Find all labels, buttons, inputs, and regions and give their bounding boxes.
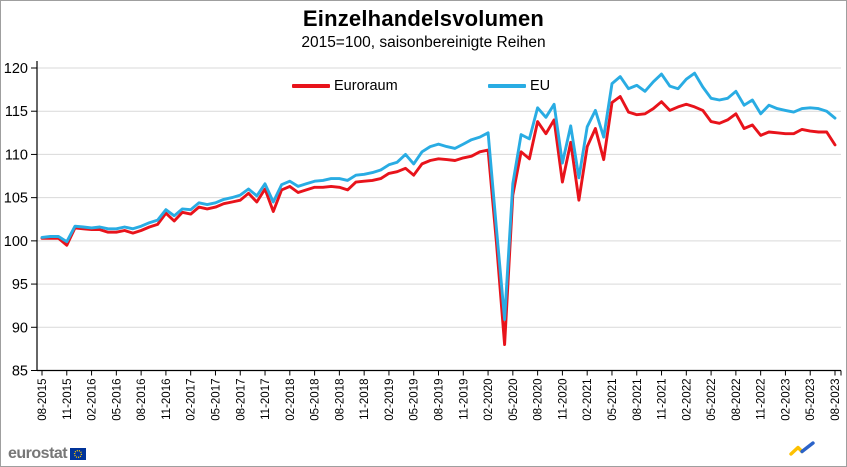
eu-flag-icon <box>70 448 87 460</box>
svg-text:02-2020: 02-2020 <box>483 379 495 421</box>
eurostat-wordmark: eurostat <box>8 445 68 462</box>
svg-text:02-2022: 02-2022 <box>681 379 693 421</box>
chart-title: Einzelhandelsvolumen <box>302 6 545 31</box>
svg-text:11-2017: 11-2017 <box>260 379 272 420</box>
svg-text:08-2020: 08-2020 <box>533 379 545 421</box>
svg-text:05-2021: 05-2021 <box>607 379 619 421</box>
svg-text:11-2021: 11-2021 <box>657 379 669 420</box>
svg-text:120: 120 <box>4 61 28 77</box>
svg-text:95: 95 <box>12 277 28 293</box>
svg-text:08-2022: 08-2022 <box>731 379 743 421</box>
svg-text:11-2022: 11-2022 <box>756 379 768 420</box>
svg-text:85: 85 <box>12 364 28 380</box>
svg-text:115: 115 <box>5 104 28 120</box>
svg-text:08-2015: 08-2015 <box>37 379 49 421</box>
svg-text:05-2020: 05-2020 <box>508 379 520 421</box>
svg-text:05-2018: 05-2018 <box>310 379 322 421</box>
svg-text:08-2016: 08-2016 <box>136 379 148 421</box>
svg-text:02-2019: 02-2019 <box>384 379 396 421</box>
svg-text:11-2016: 11-2016 <box>161 379 173 420</box>
svg-text:05-2019: 05-2019 <box>409 379 421 421</box>
svg-text:02-2018: 02-2018 <box>285 379 297 421</box>
svg-text:105: 105 <box>4 191 28 207</box>
svg-text:11-2020: 11-2020 <box>557 379 569 420</box>
svg-text:02-2016: 02-2016 <box>87 379 99 421</box>
svg-text:100: 100 <box>4 234 28 250</box>
svg-text:05-2017: 05-2017 <box>210 379 222 421</box>
svg-text:11-2015: 11-2015 <box>62 379 74 420</box>
svg-text:08-2021: 08-2021 <box>632 379 644 421</box>
eurostat-logo: eurostat <box>8 445 87 463</box>
svg-text:08-2018: 08-2018 <box>334 379 346 421</box>
svg-text:08-2017: 08-2017 <box>235 379 247 421</box>
svg-text:02-2023: 02-2023 <box>780 379 792 421</box>
svg-text:02-2017: 02-2017 <box>186 379 198 421</box>
svg-text:11-2019: 11-2019 <box>458 379 470 420</box>
svg-text:08-2019: 08-2019 <box>434 379 446 421</box>
svg-text:08-2023: 08-2023 <box>830 379 842 421</box>
trend-chart-icon <box>789 441 815 456</box>
svg-text:05-2016: 05-2016 <box>111 379 123 421</box>
svg-text:02-2021: 02-2021 <box>582 379 594 421</box>
svg-text:90: 90 <box>12 320 28 336</box>
chart-subtitle: 2015=100, saisonbereinigte Reihen <box>301 34 546 51</box>
svg-text:110: 110 <box>5 147 28 163</box>
svg-text:11-2018: 11-2018 <box>359 379 371 420</box>
svg-text:05-2022: 05-2022 <box>706 379 718 421</box>
svg-text:05-2023: 05-2023 <box>805 379 817 421</box>
